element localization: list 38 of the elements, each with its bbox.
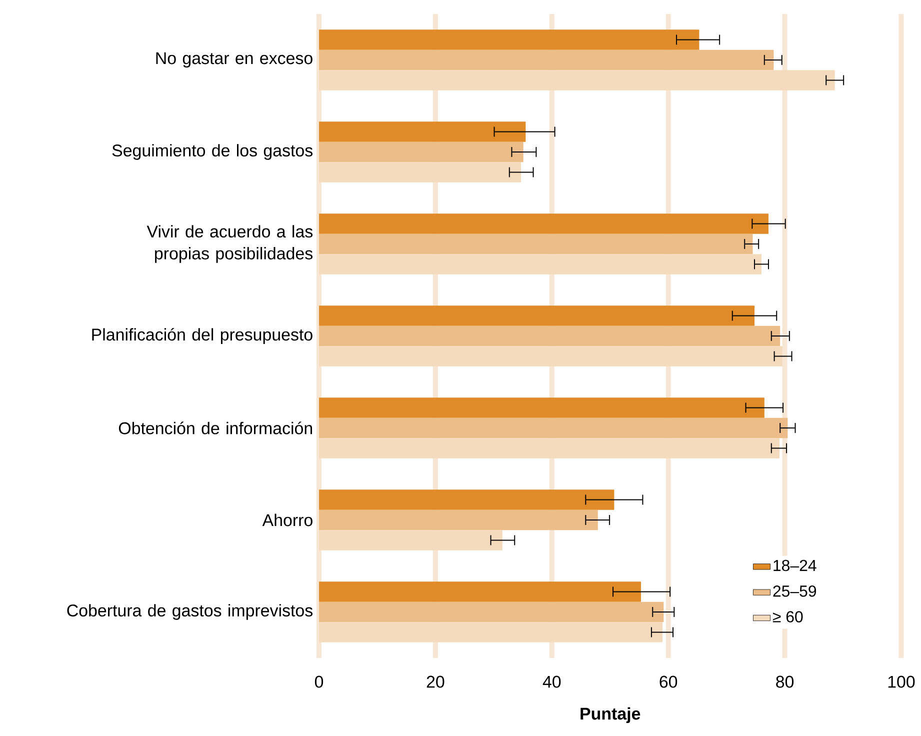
y-tick-label: Seguimiento de los gastos <box>112 144 313 160</box>
bar <box>319 622 663 642</box>
x-axis-title: Puntaje <box>580 707 640 724</box>
y-tick-label: Vivir de acuerdo a las propias posibilidades <box>146 225 313 263</box>
bar <box>319 346 782 366</box>
y-tick-label: Ahorro <box>262 514 312 526</box>
bar <box>319 122 526 142</box>
bar <box>319 418 788 438</box>
bar <box>319 50 774 70</box>
x-tick-label: 100 <box>888 676 915 688</box>
bar <box>319 234 753 254</box>
x-tick-label: 80 <box>776 676 794 688</box>
x-tick-label: 60 <box>660 676 678 688</box>
bar <box>319 306 755 326</box>
bar <box>319 30 700 50</box>
legend-label: 18–24 <box>774 560 816 572</box>
y-tick-label: Cobertura de gastos imprevistos <box>67 604 312 620</box>
legend-label: 25–59 <box>773 586 816 597</box>
bar <box>319 582 641 602</box>
x-tick-label: 0 <box>314 676 324 688</box>
y-tick-label: Planificación del presupuesto <box>92 328 312 344</box>
bar <box>319 530 502 550</box>
bar <box>319 142 524 162</box>
bar <box>319 438 780 458</box>
bar <box>319 490 614 510</box>
bar <box>319 254 762 274</box>
bar <box>319 70 835 90</box>
bar <box>319 214 768 234</box>
bar <box>319 162 522 182</box>
x-tick-label: 20 <box>426 676 444 688</box>
y-tick-label: No gastar en exceso <box>156 52 312 68</box>
legend-label: ≥ 60 <box>772 611 803 623</box>
bar <box>319 398 764 418</box>
x-tick-label: 40 <box>542 676 561 688</box>
bar <box>319 602 664 622</box>
y-tick-label: Obtención de información <box>118 422 312 434</box>
bar <box>319 326 780 346</box>
bar <box>319 510 598 530</box>
